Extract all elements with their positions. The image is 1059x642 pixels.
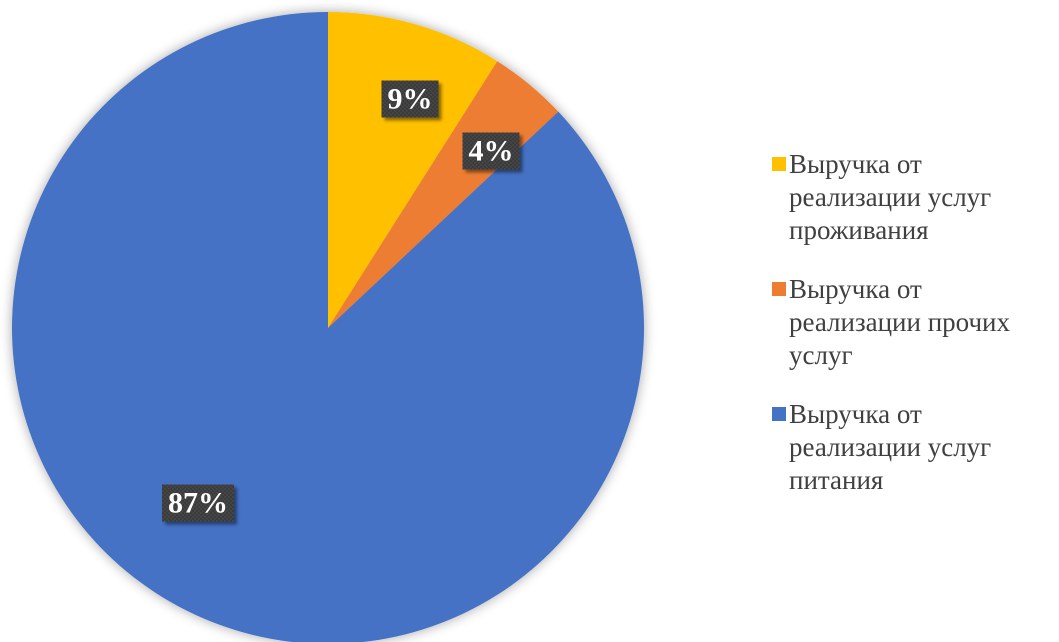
pie-slice-other-services bbox=[328, 61, 559, 328]
data-label-text: 4% bbox=[469, 135, 514, 168]
pie-chart-svg: 9% 4% 87% bbox=[12, 12, 644, 642]
legend-swatch bbox=[772, 407, 786, 421]
pie-data-labels: 9% 4% 87% bbox=[162, 80, 520, 522]
legend-swatch bbox=[772, 282, 786, 296]
legend-swatch bbox=[772, 157, 786, 171]
data-label-other-services: 4% bbox=[462, 132, 520, 170]
legend-label: Выручка от реализации прочих услуг bbox=[789, 274, 1010, 370]
data-label-box bbox=[462, 132, 520, 170]
data-label-text: 9% bbox=[388, 83, 433, 116]
pie-slice-accommodation bbox=[328, 12, 498, 328]
data-label-text: 87% bbox=[168, 487, 228, 520]
legend: Выручка от реализации услуг проживания В… bbox=[772, 148, 1057, 523]
data-label-catering: 87% bbox=[162, 484, 234, 522]
data-label-box bbox=[381, 80, 439, 118]
legend-entry-catering: Выручка от реализации услуг питания bbox=[772, 398, 1057, 497]
legend-entry-accommodation: Выручка от реализации услуг проживания bbox=[772, 148, 1057, 247]
pie-slices bbox=[12, 12, 644, 642]
legend-label: Выручка от реализации услуг проживания bbox=[789, 149, 992, 245]
data-label-box bbox=[162, 484, 234, 522]
legend-entry-other-services: Выручка от реализации прочих услуг bbox=[772, 273, 1057, 372]
legend-label: Выручка от реализации услуг питания bbox=[789, 399, 992, 495]
data-label-accommodation: 9% bbox=[381, 80, 439, 118]
